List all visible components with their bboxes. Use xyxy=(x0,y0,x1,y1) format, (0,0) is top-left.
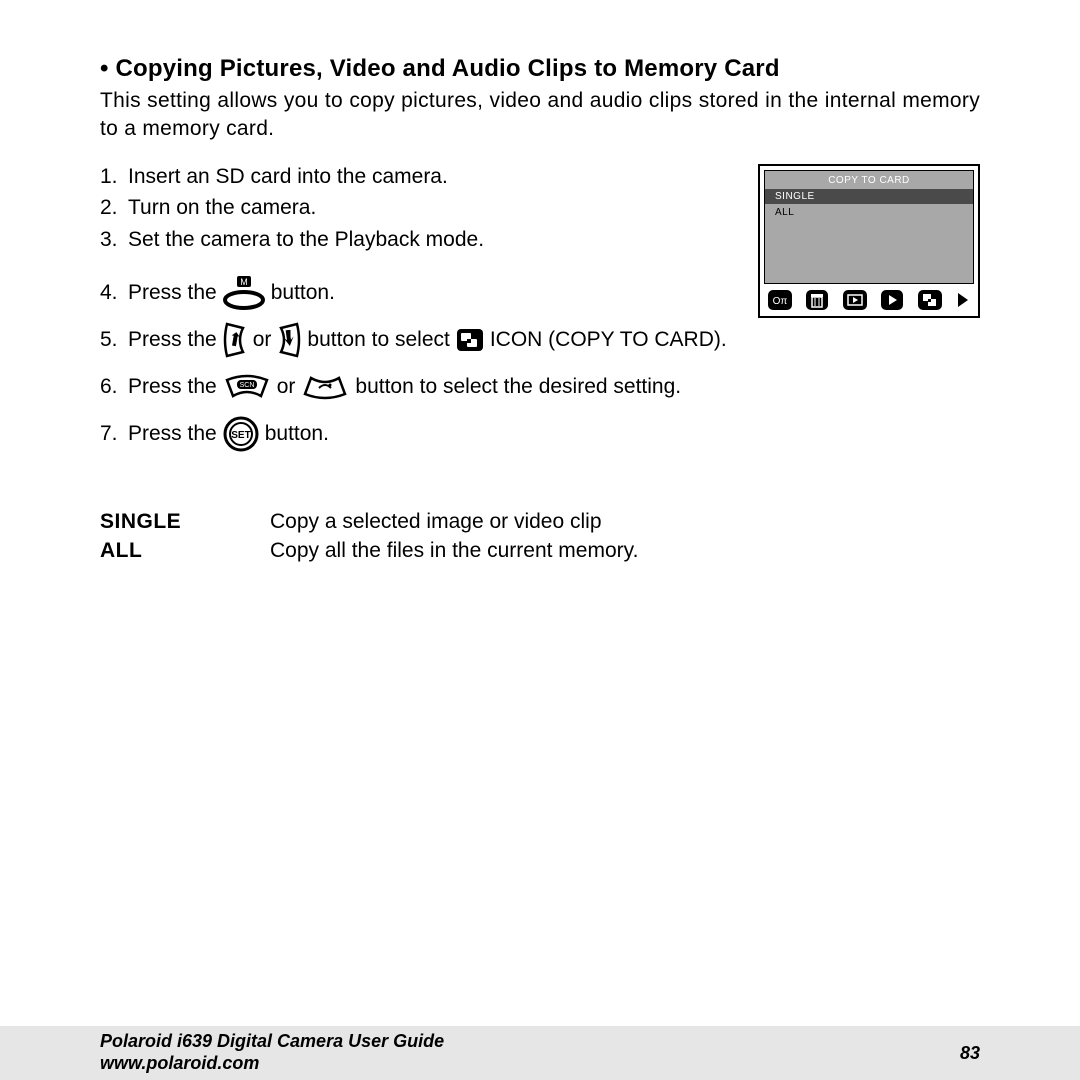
copy-icon xyxy=(918,290,942,310)
down-nav-button-icon xyxy=(301,374,349,400)
lcd-icon-bar: Oπ xyxy=(764,284,974,312)
text-fragment: button to select xyxy=(307,325,449,355)
section-heading: • Copying Pictures, Video and Audio Clip… xyxy=(100,55,980,83)
definition-row: SINGLE Copy a selected image or video cl… xyxy=(100,507,738,536)
step-number: 1. xyxy=(100,162,128,192)
menu-button-icon: M xyxy=(223,276,265,310)
text-fragment: or xyxy=(277,372,296,402)
camera-lcd-panel: COPY TO CARD SINGLE ALL Oπ xyxy=(758,164,980,318)
slideshow-icon xyxy=(843,290,867,310)
step-7: 7. Press the SET button. xyxy=(100,411,738,457)
definition-key: ALL xyxy=(100,536,270,565)
footer-url: www.polaroid.com xyxy=(100,1053,444,1075)
text-fragment: button. xyxy=(265,419,329,449)
step-3: 3. Set the camera to the Playback mode. xyxy=(100,225,738,255)
step-text: Press the or xyxy=(128,322,727,358)
arrow-right-icon xyxy=(956,290,970,310)
set-button-icon: SET xyxy=(223,416,259,452)
footer-guide-title: Polaroid i639 Digital Camera User Guide xyxy=(100,1031,444,1053)
protect-icon: Oπ xyxy=(768,290,792,310)
step-text: Press the SET button. xyxy=(128,416,329,452)
up-nav-button-icon: SCN xyxy=(223,374,271,400)
definition-value: Copy a selected image or video clip xyxy=(270,507,602,536)
step-4: 4. Press the M button. xyxy=(100,270,738,316)
definitions: SINGLE Copy a selected image or video cl… xyxy=(100,507,738,566)
step-text: Turn on the camera. xyxy=(128,193,316,223)
text-fragment: Press the xyxy=(128,278,217,308)
definition-key: SINGLE xyxy=(100,507,270,536)
copy-to-card-icon xyxy=(456,328,484,352)
lcd-selected-option: SINGLE xyxy=(765,189,973,204)
footer-left: Polaroid i639 Digital Camera User Guide … xyxy=(100,1031,444,1074)
svg-text:SCN: SCN xyxy=(239,382,254,389)
text-fragment: button. xyxy=(271,278,335,308)
lcd-title: COPY TO CARD xyxy=(765,175,973,186)
step-1: 1. Insert an SD card into the camera. xyxy=(100,162,738,192)
lcd-option: ALL xyxy=(775,207,794,218)
step-text: Press the M button. xyxy=(128,276,335,310)
step-number: 2. xyxy=(100,193,128,223)
text-fragment: Press the xyxy=(128,325,217,355)
page-number: 83 xyxy=(960,1043,980,1064)
step-6: 6. Press the SCN or xyxy=(100,364,738,410)
play-icon xyxy=(881,290,903,310)
text-fragment: ICON (COPY TO CARD). xyxy=(490,325,727,355)
svg-text:SET: SET xyxy=(231,430,250,441)
text-fragment: Press the xyxy=(128,419,217,449)
text-fragment: or xyxy=(253,325,272,355)
step-number: 6. xyxy=(100,372,128,402)
content-row: 1. Insert an SD card into the camera. 2.… xyxy=(100,162,980,566)
steps-list: 1. Insert an SD card into the camera. 2.… xyxy=(100,162,738,566)
step-text: Set the camera to the Playback mode. xyxy=(128,225,484,255)
step-number: 5. xyxy=(100,325,128,355)
step-text: Press the SCN or xyxy=(128,372,681,402)
step-number: 3. xyxy=(100,225,128,255)
step-5: 5. Press the or xyxy=(100,317,738,363)
trash-icon xyxy=(806,290,828,310)
left-nav-button-icon xyxy=(223,322,247,358)
definition-row: ALL Copy all the files in the current me… xyxy=(100,536,738,565)
step-2: 2. Turn on the camera. xyxy=(100,193,738,223)
text-fragment: button to select the desired setting. xyxy=(355,372,681,402)
definition-value: Copy all the files in the current memory… xyxy=(270,536,638,565)
step-text: Insert an SD card into the camera. xyxy=(128,162,448,192)
manual-page: • Copying Pictures, Video and Audio Clip… xyxy=(0,0,1080,1080)
page-footer: Polaroid i639 Digital Camera User Guide … xyxy=(0,1026,1080,1080)
svg-text:M: M xyxy=(240,277,248,287)
text-fragment: Press the xyxy=(128,372,217,402)
lcd-screen: COPY TO CARD SINGLE ALL xyxy=(764,170,974,284)
step-number: 4. xyxy=(100,278,128,308)
right-nav-button-icon xyxy=(277,322,301,358)
step-number: 7. xyxy=(100,419,128,449)
intro-paragraph: This setting allows you to copy pictures… xyxy=(100,87,980,144)
svg-text:Oπ: Oπ xyxy=(773,296,788,307)
